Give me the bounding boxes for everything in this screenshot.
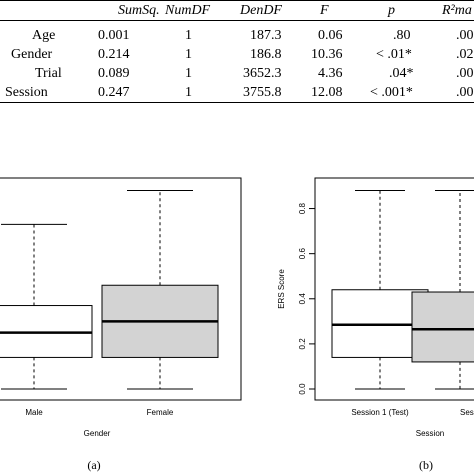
cell-p: .04*: [389, 66, 414, 81]
header-numdf: NumDF: [164, 3, 211, 18]
cell-p: .80: [393, 28, 411, 43]
header-r2: R²ma: [441, 3, 472, 18]
cell-numdf: 1: [185, 47, 192, 62]
boxplot-session: 0.0 0.2 0.4 0.6 0.8 ERS Score Session 1 (Tes…: [277, 177, 474, 472]
cell-dendf: 187.3: [250, 28, 282, 43]
row-label: Gender: [11, 47, 53, 62]
cell-sumsq: 0.001: [98, 28, 130, 43]
iqr-box: [411, 291, 474, 363]
cell-p: < .001*: [370, 85, 413, 100]
box: [0, 223, 93, 390]
table-row: Gender 0.214 1 186.8 10.36 < .01* .02: [11, 47, 474, 62]
x-axis-label: Gender: [84, 429, 111, 438]
x-tick-label: Session 1 (Test): [351, 408, 409, 417]
subfigure-caption-a: (a): [87, 458, 100, 472]
anova-table: SumSq. NumDF DenDF F p R²ma Age 0.001 1 …: [0, 0, 474, 103]
cell-f: 10.36: [311, 47, 343, 62]
cell-p: < .01*: [376, 47, 412, 62]
boxplot-gender: Male Female Gender (a): [0, 177, 242, 472]
y-tick-label: 0.8: [298, 202, 307, 214]
cell-numdf: 1: [185, 66, 192, 81]
y-axis-label: ERS Score: [277, 269, 286, 309]
cell-f: 4.36: [318, 66, 343, 81]
cell-r2: .00: [456, 28, 474, 43]
header-dendf: DenDF: [239, 3, 282, 18]
y-tick-label: 0.2: [298, 338, 307, 350]
cell-r2: .02: [456, 47, 474, 62]
box: [411, 190, 474, 390]
header-f: F: [319, 3, 329, 18]
table-row: Trial 0.089 1 3652.3 4.36 .04* .00: [35, 66, 474, 81]
plot-frame: [0, 177, 242, 401]
row-label: Trial: [35, 66, 62, 81]
x-tick-label: Sess: [460, 408, 474, 417]
box: [101, 190, 219, 390]
header-sumsq: SumSq.: [118, 3, 160, 18]
cell-numdf: 1: [185, 28, 192, 43]
header-p: p: [387, 3, 395, 18]
y-tick-label: 0.6: [298, 248, 307, 260]
cell-f: 12.08: [311, 85, 343, 100]
x-tick-label: Female: [147, 408, 174, 417]
plot-frame: [314, 177, 474, 401]
cell-f: 0.06: [318, 28, 343, 43]
x-tick-label: Male: [25, 408, 43, 417]
table-row: Age 0.001 1 187.3 0.06 .80 .00: [32, 28, 474, 43]
x-axis-label: Session: [416, 429, 444, 438]
cell-numdf: 1: [185, 85, 192, 100]
y-tick-label: 0.4: [298, 293, 307, 305]
cell-r2: .00: [456, 85, 474, 100]
cell-sumsq: 0.214: [98, 47, 130, 62]
y-tick-label: 0.0: [298, 383, 307, 395]
cell-r2: .00: [456, 66, 474, 81]
cell-sumsq: 0.089: [98, 66, 130, 81]
row-label: Session: [5, 85, 48, 100]
subfigure-caption-b: (b): [419, 458, 433, 472]
cell-dendf: 186.8: [250, 47, 282, 62]
cell-dendf: 3652.3: [243, 66, 282, 81]
cell-dendf: 3755.8: [243, 85, 282, 100]
table-row: Session 0.247 1 3755.8 12.08 < .001* .00: [5, 85, 474, 100]
row-label: Age: [32, 28, 55, 43]
cell-sumsq: 0.247: [98, 85, 130, 100]
